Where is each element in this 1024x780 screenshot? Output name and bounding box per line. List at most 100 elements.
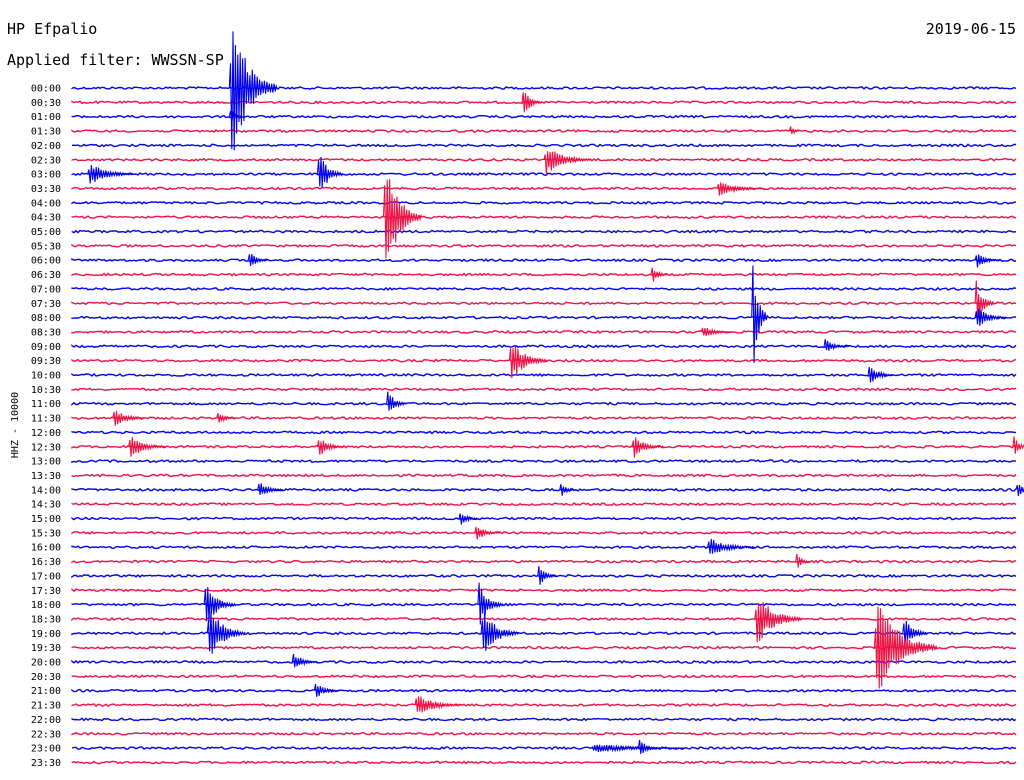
event-burst [414,696,463,713]
row-time-label: 06:00 [31,256,61,267]
event-burst [590,744,686,753]
event-burst [247,253,268,266]
trace-row [71,229,1017,234]
event-burst [291,653,318,668]
row-time-label: 01:30 [31,127,61,138]
trace-row [71,372,1017,378]
event-burst [823,339,850,351]
trace-layer [71,86,1017,765]
event-burst [206,610,246,654]
trace-row [71,674,1017,679]
trace-row [71,286,1017,291]
channel-label: HHZ - 10000 [10,392,21,458]
event-burst [458,513,479,525]
trace-row [71,114,1017,119]
row-time-label: 08:00 [31,313,61,324]
row-time-label: 21:00 [31,686,61,697]
station-title: HP Efpalio [7,20,98,38]
row-time-label: 04:30 [31,213,61,224]
event-burst [873,606,938,689]
event-burst [902,620,929,646]
row-time-label: 02:00 [31,141,61,152]
row-time-label: 11:00 [31,399,61,410]
event-burst [537,566,557,585]
row-time-label: 02:30 [31,155,61,166]
trace-row [71,129,1017,134]
trace-row [71,143,1016,148]
row-time-label: 21:30 [31,701,61,712]
filter-name: WWSSN-SP [151,51,224,69]
event-burst [1012,436,1024,454]
trace-row [71,344,1017,349]
time-label-layer: 00:00 00:30 01:00 01:30 02:00 02:30 03:00 03:30… [31,84,61,769]
trace-row [71,530,1017,535]
event-burst [480,611,520,651]
row-time-label: 08:30 [31,327,61,338]
event-burst [313,684,340,697]
trace-row [71,315,1017,320]
trace-row [71,459,1017,464]
trace-row [71,157,1017,162]
event-burst [974,280,995,318]
trace-row [71,301,1017,306]
trace-row [71,243,1017,248]
row-time-label: 09:30 [31,356,61,367]
event-burst [112,410,145,426]
filter-label: Applied filter: WWSSN-SP [7,51,224,69]
row-time-label: 09:00 [31,342,61,353]
event-burst [867,367,894,383]
trace-row [71,587,1017,593]
filter-prefix: Applied filter: [7,51,152,69]
event-burst [751,265,768,363]
trace-row [71,559,1017,564]
trace-row [71,215,1017,220]
trace-row [71,86,1017,90]
row-time-label: 13:00 [31,457,61,468]
plot-date: 2019-06-15 [925,20,1016,38]
trace-row [71,731,1017,736]
row-time-label: 10:30 [31,385,61,396]
trace-row [71,703,1017,708]
row-time-label: 15:00 [31,514,61,525]
event-burst [257,483,284,495]
trace-row [71,487,1017,492]
trace-row [71,659,1017,664]
row-time-label: 19:30 [31,643,61,654]
trace-row [71,172,1017,177]
row-time-label: 22:30 [31,729,61,740]
trace-row [71,516,1017,521]
row-time-label: 22:00 [31,715,61,726]
trace-row [71,430,1017,435]
event-burst [228,31,278,151]
row-time-label: 06:30 [31,270,61,281]
trace-row [71,100,1017,105]
row-time-label: 14:30 [31,500,61,511]
event-burst [216,412,236,423]
row-time-label: 05:00 [31,227,61,238]
event-burst [382,178,422,259]
event-burst [974,254,1001,268]
event-burst [477,582,504,625]
row-time-label: 20:00 [31,658,61,669]
row-time-label: 03:30 [31,184,61,195]
event-burst [521,92,542,113]
row-time-label: 23:30 [31,758,61,769]
trace-row [71,645,1017,650]
row-time-label: 17:00 [31,571,61,582]
row-time-label: 13:30 [31,471,61,482]
event-burst [974,308,1007,326]
row-time-label: 19:00 [31,629,61,640]
row-time-label: 00:30 [31,98,61,109]
row-time-label: 16:30 [31,557,61,568]
row-time-label: 16:00 [31,543,61,554]
event-burst [316,440,343,455]
row-time-label: 07:00 [31,284,61,295]
trace-row [71,272,1017,277]
row-time-label: 14:00 [31,485,61,496]
trace-row [71,688,1017,693]
event-burst [788,126,800,135]
row-time-label: 05:30 [31,241,61,252]
row-time-label: 18:00 [31,600,61,611]
event-burst [754,602,803,643]
